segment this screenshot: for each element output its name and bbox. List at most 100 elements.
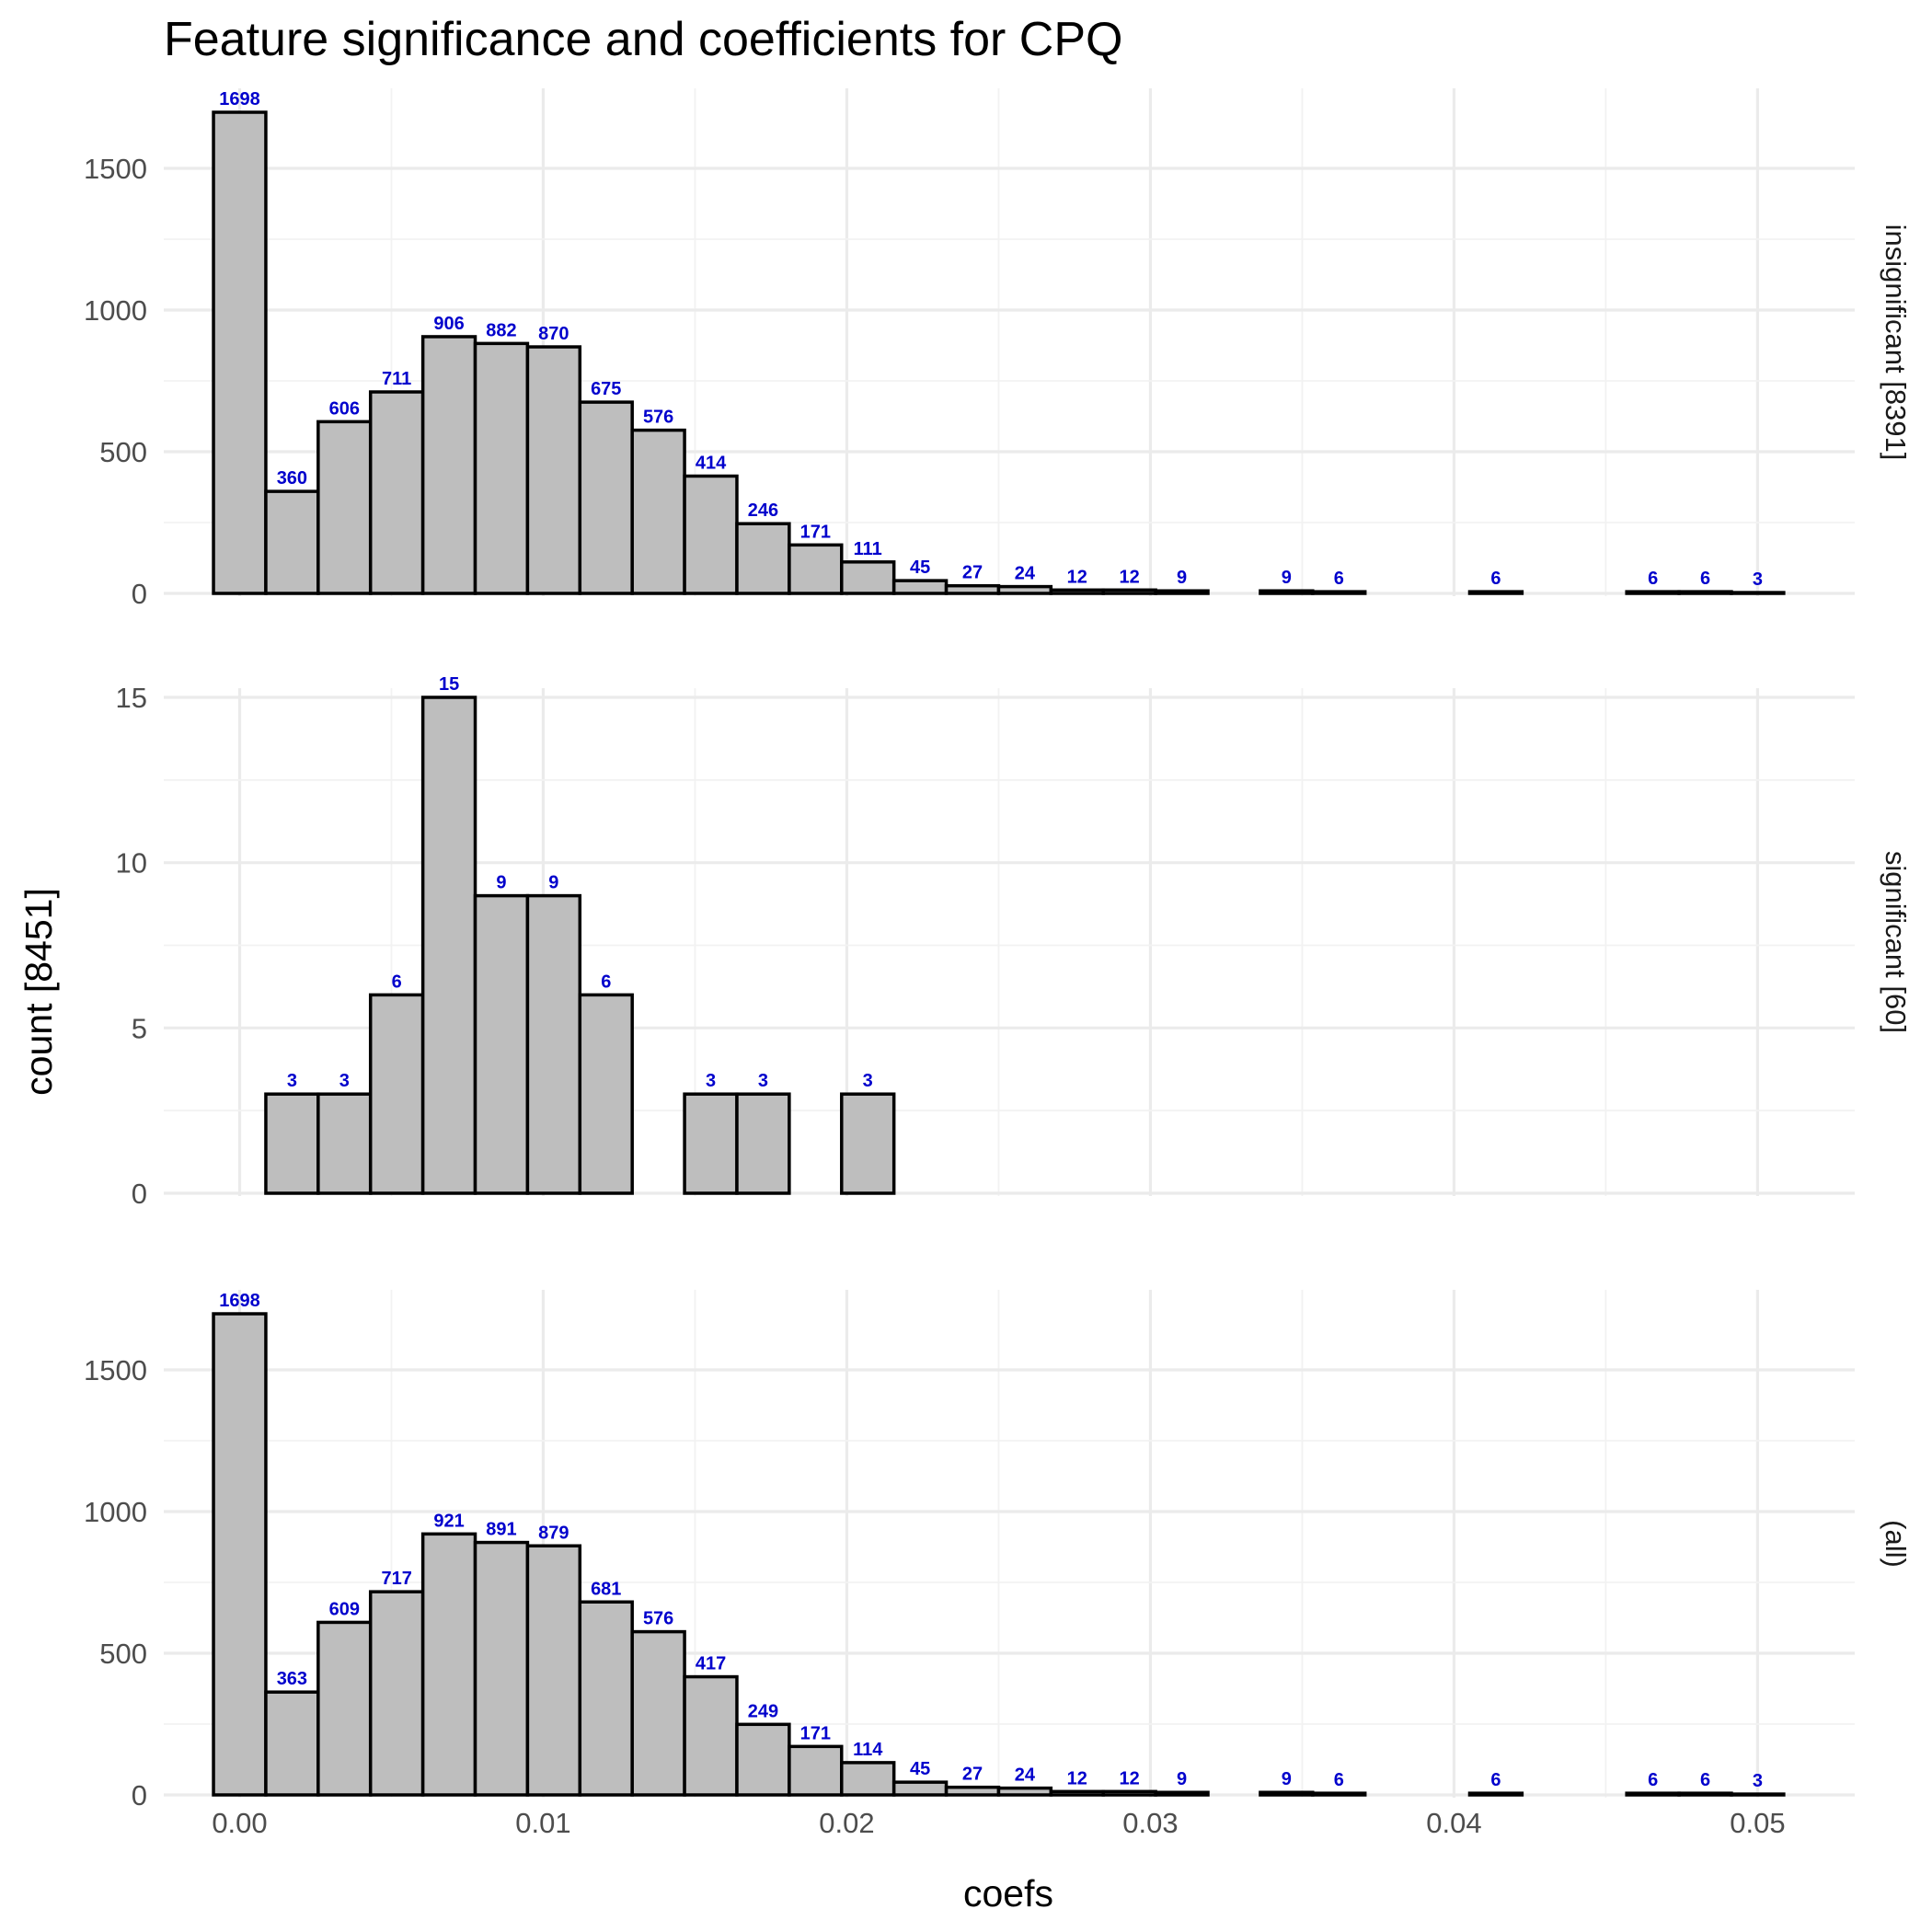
y-tick-label: 5 [132,1012,147,1044]
histogram-bar [1154,1790,1210,1797]
y-tick-label: 10 [116,847,147,880]
histogram-bar [1730,1792,1786,1797]
histogram-bar [683,474,739,595]
bar-value-label: 6 [1334,1770,1344,1790]
histogram-bar [735,1092,791,1195]
bar-value-label: 6 [1490,569,1501,589]
x-tick-label: 0.04 [1426,1807,1481,1839]
bar-value-label: 576 [643,408,673,428]
histogram-bar [212,1312,268,1797]
histogram-bar [1154,589,1210,595]
histogram-bar [420,335,477,595]
histogram-bar [264,1690,320,1797]
bar-value-label: 111 [854,539,882,559]
bar-value-label: 171 [800,522,831,542]
bar-value-label: 417 [696,1654,726,1674]
histogram-bar [420,696,477,1195]
bar-value-label: 9 [1177,1769,1187,1789]
histogram-bar [1625,590,1681,595]
x-tick-label: 0.01 [515,1807,570,1839]
panel-2: 0 5 10 15 3 3 6 15 9 9 6 3 3 3 significant [60] [116,674,1912,1210]
histogram-bar [525,1544,582,1797]
bar-value-label: 3 [1753,569,1763,590]
bar-value-label: 3 [758,1071,768,1091]
histogram-bar [420,1532,477,1797]
histogram-bar [735,1722,791,1797]
histogram-bar [1677,1791,1733,1797]
bar-value-label: 870 [538,324,569,344]
x-tick-label: 0.02 [819,1807,874,1839]
histogram-bar [840,1092,896,1195]
x-tick-label: 0.03 [1122,1807,1178,1839]
bar-value-label: 1698 [219,89,260,109]
histogram-bar [264,1092,320,1195]
bar-value-label: 45 [910,1759,930,1779]
histogram-bar [1730,591,1786,595]
histogram-bar [316,1092,373,1195]
histogram-bar [473,1540,530,1797]
bar-value-label: 12 [1120,1768,1140,1788]
bar-value-label: 6 [1648,569,1658,589]
histogram-bar [264,489,320,595]
bar-value-label: 882 [486,320,516,340]
histogram-bar [368,993,425,1195]
histogram-bar [840,560,896,595]
histogram-bar [944,1785,1001,1797]
bar-value-label: 675 [591,379,621,399]
y-tick-label: 1500 [84,1354,147,1386]
bar-value-label: 6 [1700,1770,1710,1790]
x-tick-label: 0.05 [1730,1807,1785,1839]
histogram-bar [735,522,791,595]
y-tick-label: 15 [116,682,147,714]
bar-value-label: 717 [381,1569,411,1589]
bar-value-label: 12 [1120,567,1140,587]
histogram-bar [368,390,425,595]
y-tick-label: 0 [132,578,147,610]
bar-value-label: 9 [1282,568,1292,588]
panel-1: 0 500 1000 1500 1698 360 606 711 906 882 870 675 576… [84,88,1912,610]
x-tick-label: 0.00 [212,1807,267,1839]
bar-value-label: 6 [601,972,611,992]
bar-value-label: 6 [1648,1770,1658,1790]
bar-value-label: 921 [433,1511,464,1531]
histogram-bar [473,893,530,1195]
bar-value-label: 246 [748,500,778,521]
histogram-bar [891,579,949,595]
bar-value-label: 363 [277,1669,307,1689]
histogram-bar [212,110,268,595]
histogram-bar [525,893,582,1195]
histogram-bar [891,1780,949,1797]
bar-value-label: 711 [382,369,411,389]
bar-value-label: 12 [1067,567,1087,587]
histogram-bar [630,1629,686,1797]
histogram-bar [316,420,373,595]
y-tick-label: 500 [99,436,147,468]
bar-value-label: 3 [863,1071,873,1091]
histogram-bar [840,1761,896,1797]
histogram-bar [683,1092,739,1195]
facet-strip-label: insignificant [8391] [1880,224,1912,461]
histogram-bar [788,543,844,595]
bar-value-label: 9 [496,873,506,893]
histogram-bar [630,428,686,595]
bar-value-label: 3 [339,1071,350,1091]
bar-value-label: 6 [1490,1770,1501,1790]
bar-value-label: 3 [706,1071,716,1091]
y-tick-label: 1500 [84,153,147,185]
histogram-bar [525,345,582,595]
chart-title: Feature significance and coefficients fo… [164,13,1122,66]
histogram-bar [368,1590,425,1797]
facet-strip-label: significant [60] [1880,851,1912,1033]
bar-value-label: 9 [1282,1769,1292,1789]
facet-strip-label: (all) [1880,1520,1912,1568]
panel-3: 0 500 1000 1500 1698 363 609 717 921 891 879 681 576… [84,1290,1912,1811]
histogram-bar [578,1600,634,1797]
histogram-bar [1101,588,1157,595]
bar-value-label: 9 [1177,568,1187,588]
bar-value-label: 114 [853,1740,883,1760]
bar-value-label: 576 [643,1609,673,1629]
histogram-bar [996,1786,1053,1797]
bar-value-label: 606 [329,398,360,419]
